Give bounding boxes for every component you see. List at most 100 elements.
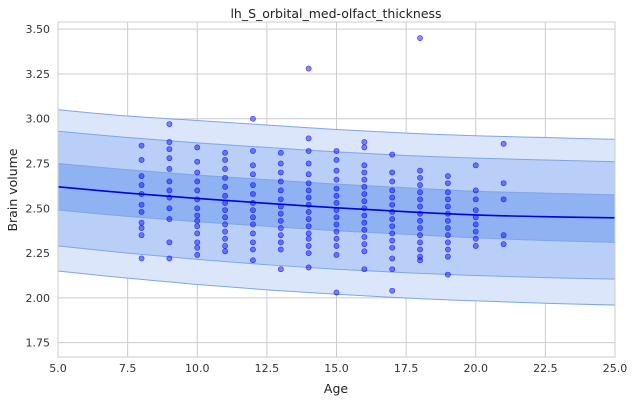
data-point <box>250 230 256 237</box>
data-point <box>333 228 340 235</box>
data-point <box>277 178 284 185</box>
data-point <box>472 162 479 169</box>
data-point <box>389 266 396 273</box>
data-point <box>166 178 173 185</box>
data-point <box>250 182 256 188</box>
data-point <box>194 217 201 224</box>
data-point <box>166 155 173 162</box>
data-point <box>250 162 256 169</box>
median-curve <box>57 186 616 219</box>
data-point <box>333 251 340 258</box>
data-point <box>417 246 423 253</box>
data-points <box>138 35 507 296</box>
data-point <box>389 178 396 185</box>
data-point <box>305 194 312 201</box>
data-point <box>194 205 201 212</box>
data-point <box>250 171 256 178</box>
data-point <box>222 165 228 172</box>
x-axis-ticks: 5.0 7.5 10.0 12.5 15.0 17.5 20.0 22.5 25.0 <box>49 362 627 375</box>
data-point <box>444 253 451 260</box>
y-tick-label: 3.25 <box>26 68 51 81</box>
data-point <box>333 235 340 242</box>
data-point <box>417 217 423 224</box>
data-point <box>222 228 228 235</box>
data-point <box>444 173 451 179</box>
data-point <box>222 243 228 249</box>
data-point <box>389 194 396 201</box>
data-point <box>194 230 201 237</box>
data-point <box>194 187 201 194</box>
data-point <box>361 212 368 219</box>
y-axis-label: Brain volume <box>5 148 20 231</box>
data-point <box>166 165 173 172</box>
data-point <box>361 266 368 273</box>
data-point <box>444 225 451 231</box>
data-point <box>305 187 312 194</box>
data-point <box>444 189 451 196</box>
data-point <box>444 246 451 253</box>
data-point <box>138 255 145 262</box>
data-point <box>138 173 145 179</box>
data-point <box>305 235 312 242</box>
data-point <box>444 203 451 210</box>
data-point <box>305 250 312 256</box>
data-point <box>138 201 145 208</box>
data-point <box>333 176 340 183</box>
data-point <box>472 243 479 249</box>
data-point <box>389 255 396 262</box>
data-point <box>361 198 368 205</box>
data-point <box>277 196 284 203</box>
data-point <box>361 169 368 176</box>
data-point <box>333 200 340 206</box>
y-tick-label: 3.00 <box>26 113 51 126</box>
data-point <box>389 237 396 244</box>
data-point <box>194 223 201 230</box>
data-point <box>472 228 479 235</box>
data-point <box>361 248 368 255</box>
x-tick-label: 22.5 <box>533 362 558 375</box>
data-point <box>305 160 312 167</box>
data-point <box>333 289 340 296</box>
data-point <box>305 230 312 237</box>
data-point <box>305 135 312 142</box>
x-tick-label: 12.5 <box>255 362 280 375</box>
data-point <box>472 235 479 242</box>
data-point <box>277 210 284 217</box>
data-point <box>305 148 312 154</box>
data-point <box>389 244 396 251</box>
data-point <box>194 251 201 258</box>
data-point <box>194 169 201 176</box>
data-point <box>138 232 145 239</box>
data-point <box>305 180 312 187</box>
data-point <box>389 151 396 158</box>
x-tick-label: 15.0 <box>324 362 349 375</box>
data-point <box>361 226 368 233</box>
data-point <box>138 182 145 188</box>
data-point <box>222 183 228 190</box>
data-point <box>417 232 423 239</box>
data-point <box>333 192 340 199</box>
data-point <box>361 234 368 240</box>
data-point <box>305 216 312 222</box>
data-point <box>333 185 340 192</box>
chart-title: lh_S_orbital_med-olfact_thickness <box>230 6 441 21</box>
data-point <box>277 239 284 246</box>
data-point <box>277 246 284 253</box>
x-tick-label: 20.0 <box>464 362 489 375</box>
y-axis-ticks: 1.75 2.00 2.25 2.50 2.75 3.00 3.25 3.50 <box>26 23 51 350</box>
y-tick-label: 2.50 <box>26 202 51 215</box>
data-point <box>138 142 145 149</box>
data-point <box>500 140 507 147</box>
data-point <box>500 196 507 203</box>
data-point <box>277 149 284 156</box>
data-point <box>417 253 423 260</box>
data-point <box>417 225 423 231</box>
data-point <box>222 174 228 181</box>
data-point <box>194 158 201 165</box>
data-point <box>333 243 340 249</box>
data-point <box>472 221 479 228</box>
data-point <box>194 239 201 246</box>
data-point <box>222 221 228 228</box>
data-point <box>305 223 312 230</box>
